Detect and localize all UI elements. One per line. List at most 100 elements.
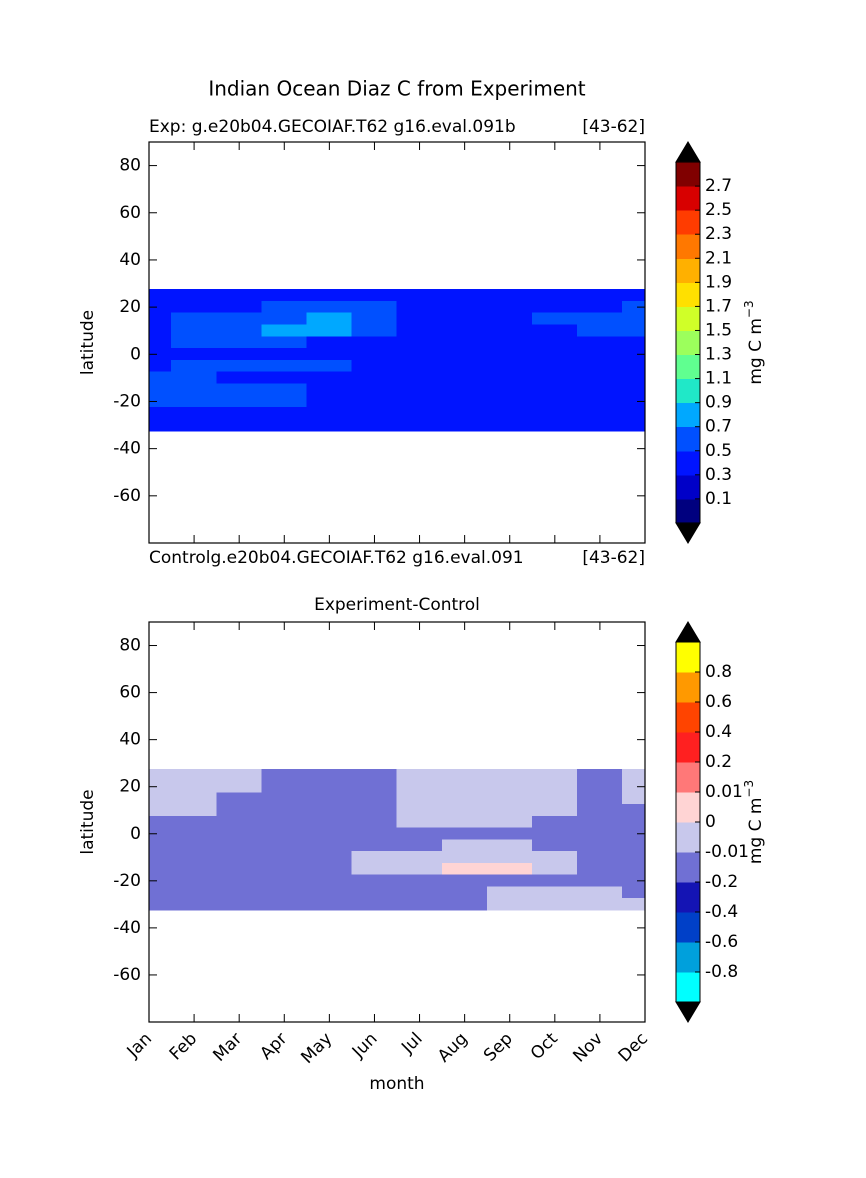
contour-cell (622, 383, 646, 396)
contour-cell (261, 815, 308, 829)
contour-cell (531, 768, 578, 782)
contour-cell (171, 300, 217, 314)
colorbar-segment (675, 257, 701, 283)
contour-cell (261, 898, 308, 911)
contour-cell (148, 371, 172, 385)
contour-cell (396, 839, 443, 852)
y-tick-label: 80 (119, 156, 141, 176)
colorbar-segment (675, 426, 701, 452)
colorbar-label: mg C m−3 (742, 780, 767, 864)
contour-cell (216, 874, 263, 888)
contour-cell (216, 300, 263, 314)
contour-cell (148, 862, 172, 876)
y-tick-label: -40 (113, 439, 141, 459)
contour-cell (171, 898, 217, 911)
contour-cell (396, 804, 443, 817)
contour-cell (486, 383, 533, 396)
contour-cell (531, 851, 578, 864)
contour-cell (531, 348, 578, 361)
panel-title-left: Controlg.e20b04.GECOIAF.T62 g16.eval.091 (149, 548, 524, 568)
colorbar-label: mg C m−3 (742, 300, 767, 384)
contour-cell (577, 780, 623, 793)
contour-cell (351, 359, 398, 373)
contour-cell (577, 383, 623, 396)
contour-cell (622, 804, 646, 817)
colorbar-tick-label: 0.4 (705, 722, 732, 742)
colorbar-segment (675, 731, 701, 763)
contour-cell (622, 815, 646, 829)
y-tick-label: 0 (130, 824, 141, 844)
contour-cell (171, 851, 217, 864)
contour-cell (148, 839, 172, 852)
contour-cell (306, 289, 353, 302)
colorbar-segment (675, 305, 701, 331)
contour-cell (622, 407, 646, 420)
colorbar-segment (675, 911, 701, 943)
contour-cell (216, 862, 263, 876)
contour-cell (531, 418, 578, 432)
contour-cell (441, 780, 488, 793)
contour-cell (577, 886, 623, 899)
contour-cell (261, 371, 308, 385)
y-tick-label: 0 (130, 344, 141, 364)
contour-cell (216, 383, 263, 396)
contour-cell (351, 827, 398, 840)
contour-cell (171, 827, 217, 840)
contour-cell (577, 418, 623, 432)
y-tick-label: -60 (113, 486, 141, 506)
colorbar-segment (675, 881, 701, 913)
contour-cell (261, 359, 308, 373)
contour-cell (577, 862, 623, 876)
colorbar-segment (675, 821, 701, 853)
contour-cell (441, 768, 488, 782)
contour-cell (577, 371, 623, 385)
contour-cell (622, 336, 646, 349)
contour-cell (396, 371, 443, 385)
contour-cell (577, 898, 623, 911)
colorbar-tick-label: 1.1 (705, 369, 732, 389)
contour-cell (577, 851, 623, 864)
contour-cell (216, 336, 263, 349)
contour-cell (171, 383, 217, 396)
contour-cell (531, 336, 578, 349)
contour-cell (441, 827, 488, 840)
contour-cell (396, 815, 443, 829)
contour-cell (396, 898, 443, 911)
contour-cell (351, 395, 398, 408)
contour-cell (531, 395, 578, 408)
contour-cell (306, 348, 353, 361)
contour-cell (306, 371, 353, 385)
contour-cell (351, 336, 398, 349)
colorbar-segment (675, 402, 701, 428)
contour-cell (486, 324, 533, 337)
contour-cell (486, 851, 533, 864)
contour-cell (216, 312, 263, 326)
colorbar-segment (675, 281, 701, 307)
y-tick-label: 40 (119, 250, 141, 270)
contour-cell (306, 324, 353, 337)
contour-cell (486, 348, 533, 361)
contour-cell (441, 874, 488, 888)
contour-cell (216, 289, 263, 302)
colorbar-tick-label: 2.1 (705, 248, 732, 268)
colorbar-segment (675, 761, 701, 793)
contour-cell (261, 886, 308, 899)
contour-cell (396, 359, 443, 373)
y-tick-label: -40 (113, 918, 141, 938)
contour-cell (261, 792, 308, 805)
colorbar-tick-label: -0.4 (705, 902, 738, 922)
contour-cell (577, 839, 623, 852)
colorbar-segment (675, 701, 701, 733)
contour-cell (577, 827, 623, 840)
contour-cell (441, 862, 488, 876)
contour-cell (351, 383, 398, 396)
contour-cell (171, 407, 217, 420)
contour-cell (306, 827, 353, 840)
contour-cell (577, 324, 623, 337)
colorbar-tick-label: 2.3 (705, 224, 732, 244)
contour-cell (531, 312, 578, 326)
colorbar-label-exponent: −3 (742, 780, 756, 798)
contour-cell (216, 348, 263, 361)
contour-cell (486, 886, 533, 899)
contour-cell (148, 792, 172, 805)
